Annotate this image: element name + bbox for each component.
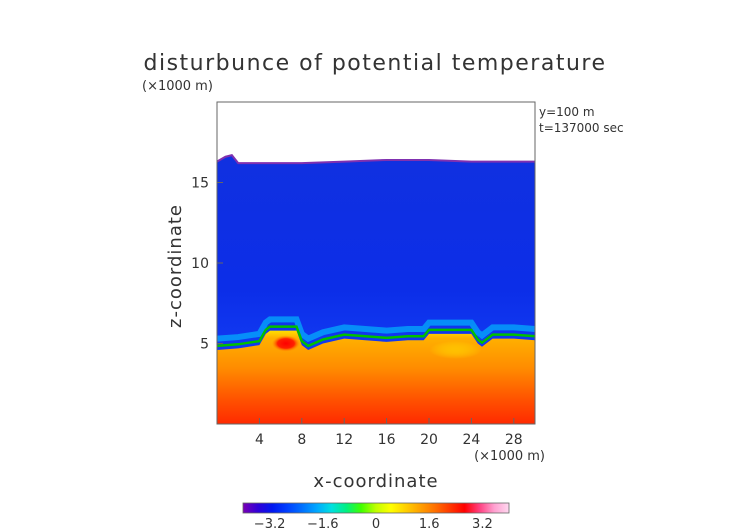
- x-tick-label: 12: [335, 432, 353, 448]
- y-tick-label: 10: [191, 256, 209, 272]
- colorbar-tick-label: 1.6: [419, 517, 440, 532]
- x-tick-label: 16: [378, 432, 396, 448]
- chart-title: disturbunce of potential temperature: [144, 51, 607, 76]
- transition-band: [217, 316, 535, 343]
- x-tick-label: 8: [297, 432, 306, 448]
- x-axis: 4 8 12 16 20 24 28: [255, 418, 523, 448]
- colorbar-ticks: −3.2 −1.6 0 1.6 3.2: [254, 517, 493, 532]
- lower-layer: [217, 330, 535, 424]
- x-tick-label: 24: [462, 432, 480, 448]
- colorbar-tick-label: −3.2: [254, 517, 286, 532]
- interface-line: [217, 325, 535, 348]
- annotation-y: y=100 m: [539, 105, 595, 119]
- colorbar-tick-label: −1.6: [307, 517, 339, 532]
- colorbar-tick-label: 0: [372, 517, 380, 532]
- y-axis-label: z-coordinate: [165, 204, 186, 328]
- heatmap-field: [217, 154, 535, 424]
- x-tick-label: 28: [505, 432, 523, 448]
- warm-blob-1: [271, 335, 300, 352]
- annotation-t: t=137000 sec: [539, 121, 624, 135]
- warm-blob-2: [429, 340, 482, 359]
- x-tick-label: 4: [255, 432, 264, 448]
- x-units: (×1000 m): [474, 449, 545, 464]
- x-axis-label: x-coordinate: [313, 471, 438, 492]
- colorbar: [242, 502, 510, 514]
- x-tick-label: 20: [420, 432, 438, 448]
- y-tick-label: 5: [200, 337, 209, 353]
- colorbar-tick-label: 3.2: [472, 517, 493, 532]
- top-boundary-line: [217, 154, 535, 165]
- y-axis: 5 10 15: [191, 176, 223, 353]
- units-note: (×1000 m): [142, 79, 213, 94]
- y-tick-label: 15: [191, 176, 209, 192]
